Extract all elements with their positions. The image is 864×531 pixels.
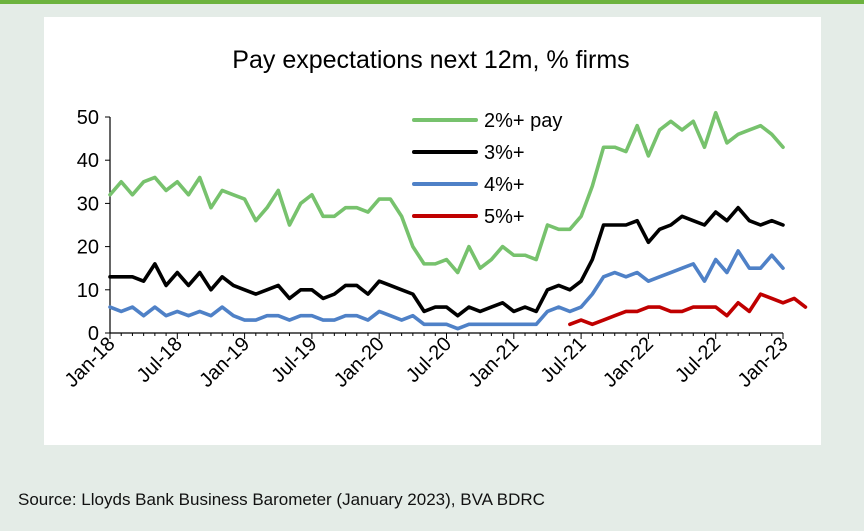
- x-tick-label: Jan-19: [195, 333, 254, 392]
- y-tick-label: 40: [77, 150, 99, 172]
- y-tick-label: 20: [77, 237, 99, 259]
- legend-label: 5%+: [484, 206, 525, 228]
- x-tick-label: Jul-18: [133, 333, 187, 387]
- x-tick-label: Jul-20: [402, 333, 456, 387]
- y-tick-label: 50: [77, 107, 99, 129]
- x-tick-label: Jan-22: [599, 333, 658, 392]
- legend-label: 4%+: [484, 174, 525, 196]
- top-accent-rule: [0, 0, 864, 4]
- series-line-2-pay: [108, 110, 785, 275]
- chart-legend: 2%+ pay 3%+ 4%+ 5%+: [412, 110, 562, 228]
- x-tick-label: Jan-21: [465, 333, 524, 392]
- series-layer: [108, 110, 808, 331]
- chart-title: Pay expectations next 12m, % firms: [232, 46, 629, 74]
- x-tick-label: Jul-21: [537, 333, 591, 387]
- chart-panel: Pay expectations next 12m, % firms 0 10 20…: [44, 17, 821, 445]
- x-tick-label: Jul-22: [671, 333, 725, 387]
- pay-expectations-chart: Pay expectations next 12m, % firms 0 10 20…: [61, 46, 808, 392]
- source-note: Source: Lloyds Bank Business Barometer (…: [18, 490, 545, 509]
- y-tick-label: 0: [88, 323, 99, 345]
- y-tick-label: 10: [77, 280, 99, 302]
- series-line-3: [108, 205, 785, 318]
- x-tick-label: Jan-20: [330, 333, 389, 392]
- legend-label: 2%+ pay: [484, 110, 562, 132]
- legend-label: 3%+: [484, 142, 525, 164]
- series-line-4: [108, 249, 785, 331]
- series-line-5: [568, 292, 808, 327]
- x-tick-label: Jul-19: [267, 333, 321, 387]
- x-tick-label: Jan-23: [734, 333, 793, 392]
- y-tick-label: 30: [77, 193, 99, 215]
